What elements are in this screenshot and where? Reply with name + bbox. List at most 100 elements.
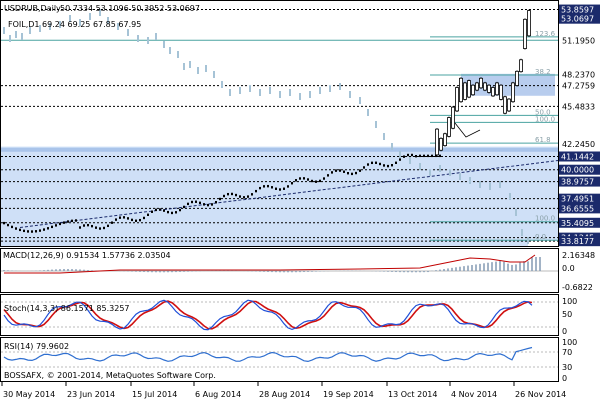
usdrub-candle [87, 223, 89, 227]
usdrub-candle [143, 216, 145, 220]
usdrub-candle [179, 208, 181, 212]
usdrub-candle-body [447, 117, 451, 137]
usdrub-candle [83, 224, 85, 227]
macd-axis-bottom: -0.6822 [562, 283, 593, 292]
usdrub-candle-body [499, 84, 503, 100]
usdrub-candle-body [455, 87, 459, 112]
usdrub-candle-body [487, 84, 491, 93]
price-tag-box [559, 164, 600, 175]
macd-axis-top: 2.16348 [562, 251, 595, 260]
usdrub-candle [59, 222, 61, 226]
price-tag-text: 53.8597 [561, 6, 594, 15]
usdrub-candle [395, 161, 397, 164]
price-tag-box [559, 236, 600, 247]
price-axis-label: 45.4833 [562, 102, 595, 111]
usdrub-candle [283, 187, 285, 190]
usdrub-candle [231, 192, 233, 196]
usdrub-candle [399, 158, 401, 161]
usdrub-candle [323, 177, 325, 180]
price-axis-label: 48.2370 [562, 71, 595, 80]
usdrub-candle [211, 203, 213, 206]
date-label: 30 May 2014 [3, 390, 55, 399]
usdrub-candle [11, 225, 13, 229]
usdrub-candle [275, 187, 277, 190]
usdrub-candle [299, 177, 301, 180]
price-tag-box [559, 176, 600, 187]
usdrub-candle [247, 195, 249, 198]
copyright-footer: BOSSAFX, © 2001-2014, MetaQuotes Softwar… [4, 371, 216, 380]
usdrub-candle-body [463, 82, 467, 100]
usdrub-candle [171, 211, 173, 215]
usdrub-candle [271, 186, 273, 189]
usdrub-candle [427, 154, 429, 158]
usdrub-candle [31, 230, 33, 233]
usdrub-candle [187, 202, 189, 206]
price-tag-text: 38.9757 [561, 178, 594, 187]
stoch-signal-line [3, 300, 533, 330]
usdrub-candle [51, 225, 53, 229]
rsi-label: RSI(14) 79.9602 [4, 342, 69, 351]
usdrub-candle [423, 154, 425, 158]
zone-band [1, 147, 558, 152]
date-label: 23 Jun 2014 [67, 390, 115, 399]
usdrub-candle-body [459, 77, 463, 103]
stoch-axis-top: 100 [562, 297, 577, 306]
usdrub-candle [3, 221, 5, 225]
usdrub-candle [235, 193, 237, 197]
usdrub-candle [267, 184, 269, 188]
usdrub-candle [359, 169, 361, 172]
fib-level-label: 100.0 [535, 215, 555, 223]
usdrub-candle [7, 223, 9, 227]
usdrub-candle [331, 171, 333, 174]
stoch-axis-bottom: 0 [562, 327, 567, 336]
usdrub-candle [127, 217, 129, 220]
zigzag-mark [454, 122, 481, 138]
price-tag-text: 41.1442 [561, 153, 594, 162]
usdrub-candle [135, 219, 137, 222]
rsi-axis-100: 100 [562, 338, 577, 347]
stoch-axis-mid: 50 [562, 310, 572, 319]
price-axis-label: 42.2450 [562, 140, 595, 149]
usdrub-candle [139, 218, 141, 222]
usdrub-candle [39, 229, 41, 232]
price-tag-text: 36.6555 [561, 204, 594, 213]
usdrub-candle-body [495, 82, 499, 96]
date-label: 26 Nov 2014 [515, 390, 566, 399]
usdrub-candle [351, 172, 353, 176]
macd-signal-line [4, 254, 536, 274]
usdrub-candle [391, 163, 393, 167]
date-label: 6 Aug 2014 [195, 390, 241, 399]
usdrub-candle [251, 193, 253, 196]
usdrub-candle [379, 162, 381, 166]
usdrub-candle [279, 188, 281, 191]
usdrub-candle-body [483, 82, 487, 91]
usdrub-candle [95, 226, 97, 229]
price-tag-text: 37.4951 [561, 195, 594, 204]
usdrub-candle-body [503, 96, 507, 114]
usdrub-candle [311, 179, 313, 183]
price-tag-box [559, 203, 600, 214]
usdrub-candle [347, 172, 349, 175]
usdrub-candle [199, 201, 201, 205]
usdrub-candle-body [471, 84, 475, 96]
fib-level-label: 50.0 [535, 108, 551, 116]
usdrub-candle [431, 154, 433, 158]
date-label: 4 Nov 2014 [451, 390, 497, 399]
usdrub-candle [367, 163, 369, 166]
price-axis-label: 47.2759 [562, 82, 595, 91]
usdrub-candle-body [491, 87, 495, 97]
usdrub-candle [287, 185, 289, 188]
usdrub-candle-body [507, 98, 511, 112]
usdrub-candle [315, 180, 317, 183]
fib-level-label: 0.0 [535, 233, 546, 241]
usdrub-candle [239, 195, 241, 198]
usdrub-candle [151, 210, 153, 213]
rsi-axis-30: 30 [562, 363, 572, 372]
usdrub-candle [35, 230, 37, 233]
price-tag-box [559, 4, 600, 15]
usdrub-candle-body [527, 10, 531, 37]
usdrub-candle [71, 219, 73, 223]
usdrub-candle [191, 200, 193, 204]
usdrub-candle [263, 185, 265, 188]
